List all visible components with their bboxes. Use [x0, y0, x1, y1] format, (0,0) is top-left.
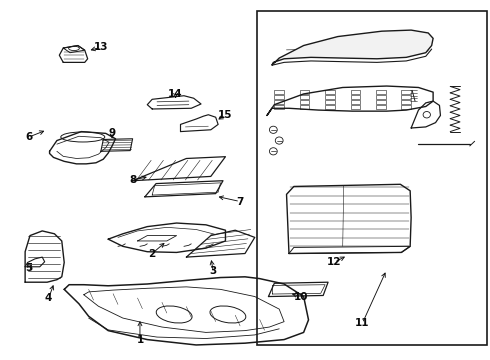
- Text: 12: 12: [327, 257, 341, 267]
- Text: 11: 11: [355, 319, 369, 328]
- Text: 4: 4: [45, 293, 52, 303]
- Bar: [274, 90, 284, 94]
- Bar: [401, 105, 411, 109]
- Bar: [350, 90, 360, 94]
- Bar: [300, 105, 310, 109]
- Text: 5: 5: [25, 263, 33, 273]
- Text: 8: 8: [129, 175, 136, 185]
- Text: 10: 10: [294, 292, 308, 302]
- Bar: [376, 90, 386, 94]
- Text: 9: 9: [109, 129, 116, 138]
- Bar: [325, 95, 335, 99]
- Polygon shape: [272, 30, 433, 65]
- Text: 15: 15: [218, 111, 233, 121]
- Text: 6: 6: [25, 132, 33, 142]
- Bar: [401, 100, 411, 104]
- Bar: [376, 105, 386, 109]
- Bar: [376, 95, 386, 99]
- Bar: [257, 12, 487, 345]
- Bar: [350, 95, 360, 99]
- Bar: [401, 95, 411, 99]
- Text: 14: 14: [168, 89, 183, 99]
- Text: 2: 2: [148, 248, 156, 258]
- Bar: [401, 90, 411, 94]
- Text: 7: 7: [237, 197, 244, 207]
- Bar: [274, 95, 284, 99]
- Bar: [325, 90, 335, 94]
- Bar: [376, 100, 386, 104]
- Bar: [300, 95, 310, 99]
- Bar: [274, 100, 284, 104]
- Bar: [325, 100, 335, 104]
- Text: 3: 3: [210, 266, 217, 276]
- Bar: [325, 105, 335, 109]
- Text: 1: 1: [136, 334, 144, 345]
- Text: 13: 13: [94, 42, 108, 52]
- Bar: [350, 100, 360, 104]
- Bar: [300, 100, 310, 104]
- Bar: [350, 105, 360, 109]
- Bar: [300, 90, 310, 94]
- Bar: [274, 105, 284, 109]
